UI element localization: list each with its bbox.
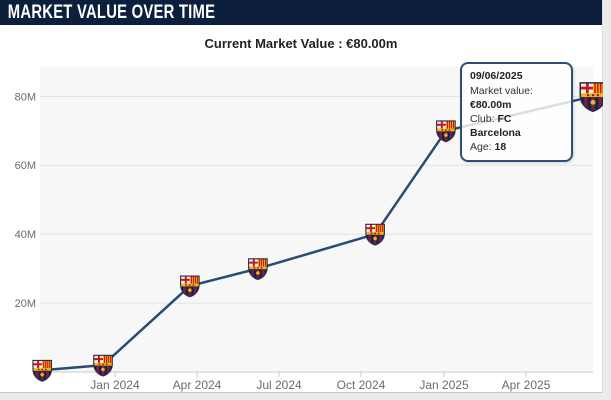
data-point-crest[interactable] [33,360,52,381]
tooltip-market-value: Market value: €80.00m [470,85,534,111]
x-axis-label: Jul 2024 [256,378,302,392]
y-axis-label: 20M [15,298,36,310]
market-value-chart: 20M 40M 60M 80M Jan 2024 Apr 2024 Jul 2024 Oct … [0,58,603,393]
y-axis-label: 60M [15,160,36,172]
x-axis-label: Jan 2024 [90,378,140,392]
y-axis-label: 80M [15,91,36,103]
current-market-value-text: Current Market Value : €80.00m [204,36,398,51]
x-axis-label: Oct 2024 [337,378,386,392]
market-value-widget: MARKET VALUE OVER TIME Current Market Va… [0,0,603,393]
x-axis-label: Jan 2025 [419,378,469,392]
section-title: MARKET VALUE OVER TIME [7,2,216,23]
x-axis-label: Apr 2025 [502,378,551,392]
point-tooltip: 09/06/2025 Market value: €80.00m Club: F… [460,62,573,162]
section-header: MARKET VALUE OVER TIME [0,0,602,25]
tooltip-age: Age: 18 [470,141,507,153]
data-point-crest[interactable] [94,355,113,376]
tooltip-date: 09/06/2025 [470,70,523,82]
y-axis-label: 40M [15,229,36,241]
x-axis-label: Apr 2024 [173,378,222,392]
current-market-value-row: Current Market Value : €80.00m [0,25,602,58]
tooltip-club: Club: FC Barcelona [470,113,521,139]
